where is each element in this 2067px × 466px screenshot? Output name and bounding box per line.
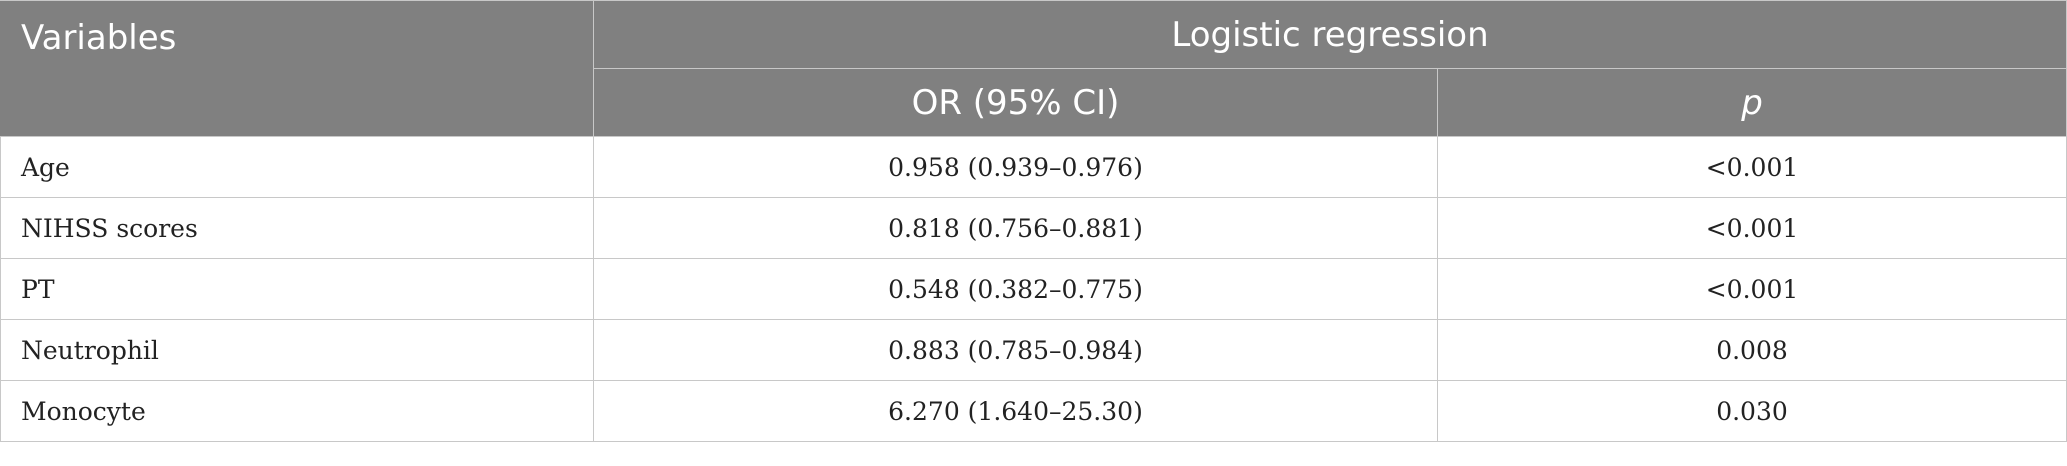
or-ci-cell: 0.958 (0.939–0.976) <box>593 136 1438 198</box>
p-value-cell: <0.001 <box>1437 197 2067 259</box>
p-value-cell: 0.008 <box>1437 319 2067 381</box>
variables-header: Variables <box>0 0 594 137</box>
variable-cell: Monocyte <box>0 380 594 442</box>
or-ci-cell: 0.548 (0.382–0.775) <box>593 258 1438 320</box>
or-ci-cell: 6.270 (1.640–25.30) <box>593 380 1438 442</box>
logistic-regression-table: Variables Logistic regression OR (95% CI… <box>0 0 2067 442</box>
table-row: Neutrophil 0.883 (0.785–0.984) 0.008 <box>0 319 2067 381</box>
or-ci-cell: 0.818 (0.756–0.881) <box>593 197 1438 259</box>
p-value-header: p <box>1437 68 2067 137</box>
or-ci-header: OR (95% CI) <box>593 68 1438 137</box>
table-row: NIHSS scores 0.818 (0.756–0.881) <0.001 <box>0 197 2067 259</box>
table-body: Age 0.958 (0.939–0.976) <0.001 NIHSS sco… <box>0 136 2067 442</box>
or-ci-cell: 0.883 (0.785–0.984) <box>593 319 1438 381</box>
regression-table-container: Variables Logistic regression OR (95% CI… <box>0 0 2067 442</box>
logistic-regression-header: Logistic regression <box>593 0 2067 69</box>
p-value-cell: <0.001 <box>1437 136 2067 198</box>
p-value-cell: 0.030 <box>1437 380 2067 442</box>
table-row: Age 0.958 (0.939–0.976) <0.001 <box>0 136 2067 198</box>
p-value-cell: <0.001 <box>1437 258 2067 320</box>
header-row-1: Variables Logistic regression <box>0 0 2067 137</box>
variable-cell: Neutrophil <box>0 319 594 381</box>
table-row: Monocyte 6.270 (1.640–25.30) 0.030 <box>0 380 2067 442</box>
header-row-2: OR (95% CI) p <box>1 68 2067 137</box>
variable-cell: Age <box>0 136 594 198</box>
table-header: Variables Logistic regression OR (95% CI… <box>0 0 2067 137</box>
variable-cell: NIHSS scores <box>0 197 594 259</box>
variable-cell: PT <box>0 258 594 320</box>
table-row: PT 0.548 (0.382–0.775) <0.001 <box>0 258 2067 320</box>
